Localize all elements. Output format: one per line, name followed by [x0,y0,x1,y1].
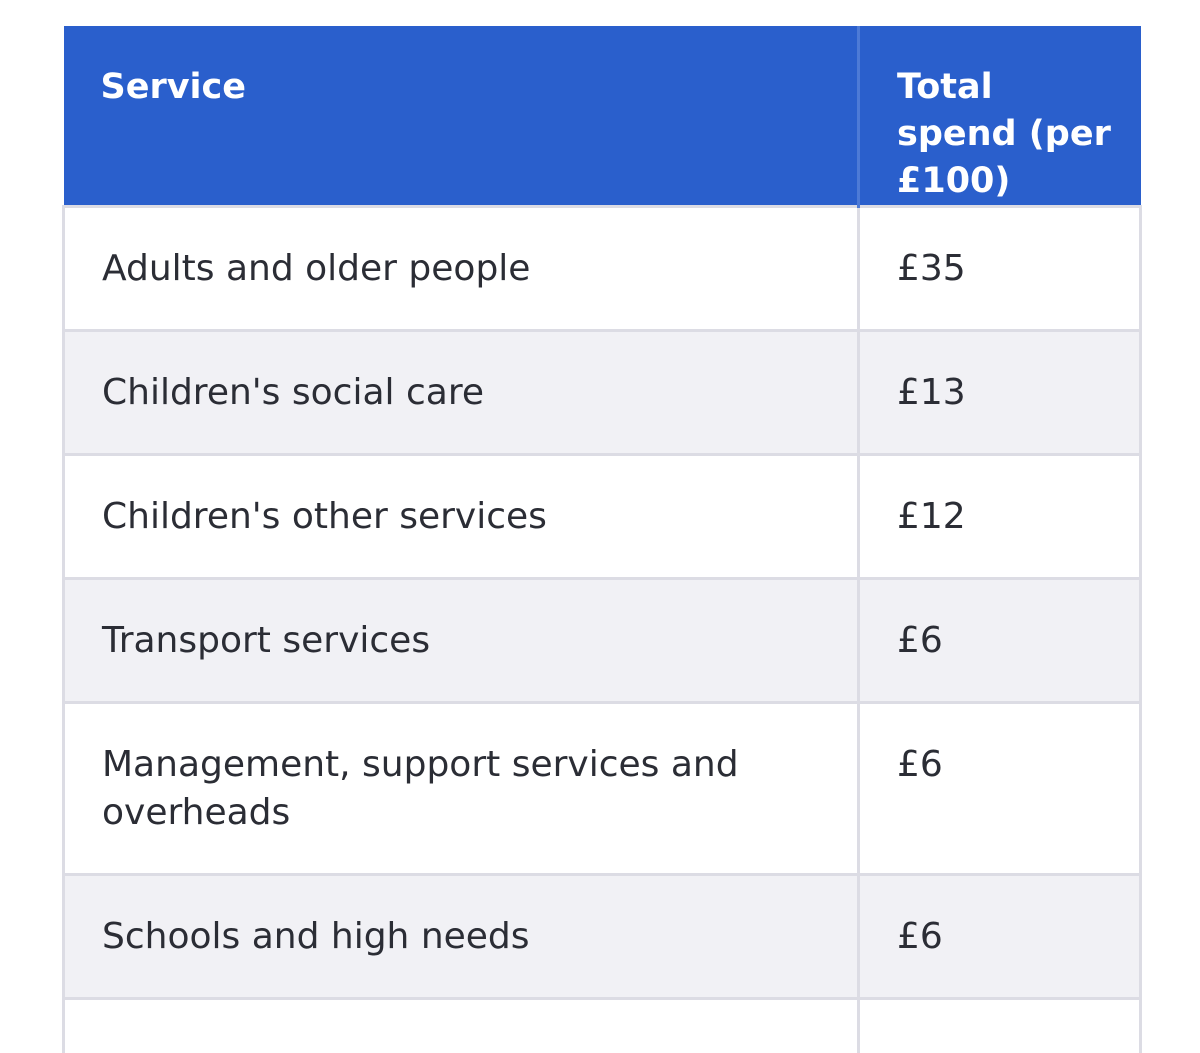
spend-cell: £6 [857,873,1142,1000]
table-row-partial [62,997,1142,1053]
spend-cell: £13 [857,329,1142,456]
service-cell: Schools and high needs [62,873,860,1000]
table-row: Children's other services £12 [62,453,1142,580]
table-row: Management, support services and overhea… [62,701,1142,876]
spend-cell: £6 [857,577,1142,704]
spend-cell-empty [857,997,1142,1053]
spend-cell: £6 [857,701,1142,876]
spend-table: Service Total spend (per £100) Adults an… [62,26,1142,1053]
header-row: Service Total spend (per £100) [63,26,1141,207]
service-cell: Children's social care [62,329,860,456]
service-cell: Children's other services [62,453,860,580]
column-header-total-spend: Total spend (per £100) [857,26,1141,207]
table-header: Service Total spend (per £100) [63,26,1141,207]
service-cell: Transport services [62,577,860,704]
table-row: Children's social care £13 [62,329,1142,456]
column-header-service: Service [63,26,859,207]
table-row: Adults and older people £35 [62,205,1142,332]
table-row: Transport services £6 [62,577,1142,704]
table-row: Schools and high needs £6 [62,873,1142,1000]
spend-cell: £12 [857,453,1142,580]
service-cell-empty [62,997,860,1053]
service-cell: Management, support services and overhea… [62,701,860,876]
spend-cell: £35 [857,205,1142,332]
table-body: Adults and older people £35 Children's s… [62,205,1142,1053]
spend-table-container: Service Total spend (per £100) Adults an… [62,26,1142,1053]
service-cell: Adults and older people [62,205,860,332]
